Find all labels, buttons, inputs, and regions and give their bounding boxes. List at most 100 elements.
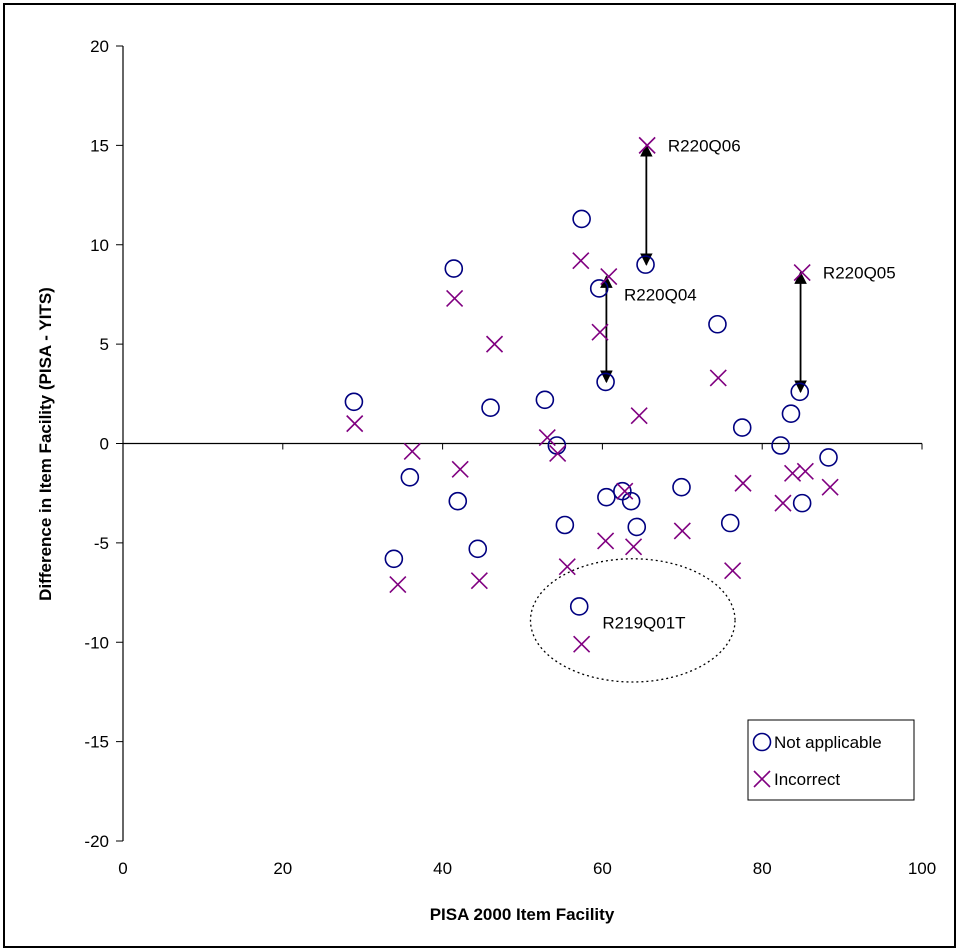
- annotation-label: R219Q01T: [602, 613, 685, 632]
- legend-box: [747, 719, 915, 801]
- x-tick-label: 20: [273, 859, 292, 878]
- point-incorrect: [724, 562, 742, 580]
- point-incorrect: [793, 264, 811, 282]
- point-incorrect: [796, 462, 814, 480]
- point-not-applicable: [613, 481, 632, 501]
- annotation-ellipse: [529, 558, 736, 683]
- point-incorrect: [774, 494, 792, 512]
- point-not-applicable: [596, 372, 615, 392]
- x-marker-stroke: [600, 267, 618, 286]
- point-incorrect: [470, 572, 488, 590]
- point-not-applicable: [481, 398, 500, 418]
- point-not-applicable: [597, 487, 616, 507]
- x-marker-stroke: [783, 464, 802, 482]
- point-incorrect: [630, 407, 648, 425]
- x-marker-stroke: [549, 444, 567, 463]
- point-incorrect: [591, 323, 609, 341]
- point-incorrect: [446, 289, 464, 307]
- x-marker-stroke: [821, 478, 839, 496]
- point-not-applicable: [555, 515, 575, 535]
- x-marker-stroke: [451, 460, 469, 478]
- x-marker-stroke: [709, 369, 727, 387]
- x-marker-stroke: [796, 462, 814, 480]
- x-marker-stroke: [673, 522, 691, 540]
- point-not-applicable: [627, 517, 647, 537]
- point-incorrect: [558, 558, 576, 576]
- y-tick-label: -15: [84, 733, 109, 752]
- point-not-applicable: [468, 539, 488, 559]
- point-not-applicable: [448, 491, 468, 511]
- point-not-applicable: [720, 513, 740, 533]
- point-incorrect: [821, 478, 839, 496]
- legend-label: Incorrect: [774, 770, 840, 789]
- axes: 20 15 10 5 0 -5 -10 -15 -20 0 20 40 60 80 100: [84, 37, 936, 878]
- point-not-applicable: [621, 491, 641, 511]
- point-not-applicable: [790, 382, 810, 402]
- point-not-applicable: [708, 314, 727, 334]
- x-marker-stroke: [485, 335, 504, 353]
- point-incorrect: [673, 522, 691, 540]
- point-not-applicable: [781, 404, 801, 423]
- x-marker-stroke: [753, 770, 771, 788]
- x-tick-label: 0: [118, 859, 127, 878]
- point-not-applicable: [792, 493, 812, 513]
- y-tick-label: 10: [90, 236, 109, 255]
- point-incorrect: [597, 532, 615, 550]
- point-not-applicable: [636, 255, 655, 274]
- point-not-applicable: [732, 418, 752, 437]
- x-marker-stroke: [616, 482, 634, 500]
- x-tick-label: 60: [593, 859, 612, 878]
- x-marker-stroke: [774, 494, 792, 512]
- y-tick-label: 5: [100, 335, 109, 354]
- point-incorrect: [638, 136, 656, 154]
- annotation-label: R220Q04: [624, 285, 697, 304]
- point-incorrect: [549, 444, 567, 463]
- point-not-applicable: [535, 390, 555, 410]
- point-incorrect: [485, 335, 504, 353]
- point-not-applicable: [819, 448, 838, 467]
- point-not-applicable: [589, 279, 609, 298]
- x-marker-stroke: [558, 558, 576, 576]
- point-not-applicable: [444, 259, 464, 278]
- point-incorrect: [346, 415, 364, 433]
- x-marker-stroke: [538, 428, 556, 447]
- point-incorrect: [600, 267, 618, 286]
- point-not-applicable: [672, 477, 691, 497]
- x-marker-stroke: [389, 576, 407, 594]
- point-incorrect: [451, 460, 469, 478]
- y-tick-label: -5: [94, 534, 109, 553]
- point-not-applicable: [771, 436, 790, 455]
- x-tick-label: 80: [753, 859, 772, 878]
- x-marker-stroke: [724, 562, 742, 580]
- point-incorrect: [403, 442, 421, 461]
- point-not-applicable: [400, 467, 420, 487]
- point-incorrect: [616, 482, 634, 500]
- point-incorrect: [538, 428, 556, 447]
- x-marker-stroke: [793, 264, 811, 282]
- point-incorrect: [573, 635, 591, 653]
- annotations: R220Q06 R220Q04 R220Q05 R219Q01T: [529, 136, 896, 683]
- legend-marker-circle: [752, 732, 772, 752]
- y-axis-title: Difference in Item Facility (PISA - YITS…: [36, 287, 55, 601]
- x-marker-stroke: [403, 442, 421, 461]
- point-incorrect: [624, 538, 643, 556]
- point-incorrect: [389, 576, 407, 594]
- x-marker-stroke: [346, 415, 364, 433]
- x-marker-stroke: [591, 323, 609, 341]
- x-tick-label: 40: [433, 859, 452, 878]
- point-not-applicable: [384, 549, 404, 569]
- annotation-label: R220Q05: [823, 264, 896, 283]
- y-tick-label: 0: [100, 435, 109, 454]
- point-incorrect: [709, 369, 727, 387]
- point-not-applicable: [547, 436, 567, 455]
- x-marker-stroke: [572, 252, 590, 270]
- x-marker-stroke: [734, 474, 752, 492]
- annotation-label: R220Q06: [668, 136, 741, 155]
- y-tick-label: 20: [90, 37, 109, 56]
- point-not-applicable: [569, 597, 589, 616]
- x-marker-stroke: [573, 635, 591, 653]
- y-tick-label: -10: [84, 633, 109, 652]
- legend: Not applicable Incorrect: [747, 719, 915, 801]
- y-tick-label: -20: [84, 832, 109, 851]
- x-marker-stroke: [470, 572, 488, 590]
